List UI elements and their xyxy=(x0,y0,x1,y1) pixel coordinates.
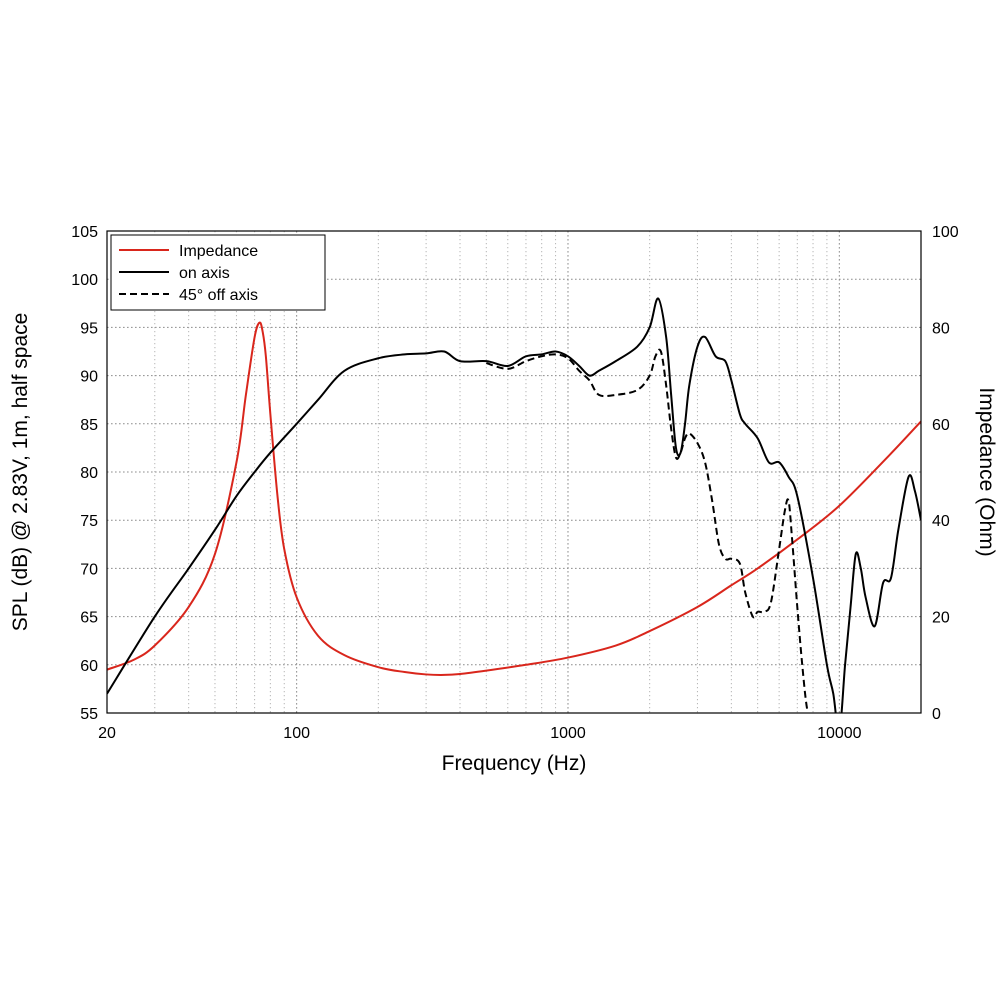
legend-label: 45° off axis xyxy=(179,287,258,304)
y-tick-label: 100 xyxy=(71,272,98,289)
y-axis-title-right: Impedance (Ohm) xyxy=(975,387,998,556)
y2-tick-label: 0 xyxy=(932,706,941,723)
y-tick-label: 85 xyxy=(80,417,98,434)
series-line-45-off-axis xyxy=(486,348,809,713)
y2-tick-label: 100 xyxy=(932,224,959,241)
series-line-on-axis xyxy=(107,297,921,713)
legend: Impedance on axis 45° off axis xyxy=(110,234,326,311)
y2-tick-label: 20 xyxy=(932,610,950,627)
x-tick-label: 10000 xyxy=(817,725,862,742)
y-tick-label: 75 xyxy=(80,513,98,530)
series-line-impedance xyxy=(107,321,921,676)
y2-tick-label: 60 xyxy=(932,417,950,434)
y-axis-title-left: SPL (dB) @ 2.83V, 1m, half space xyxy=(9,313,32,632)
plot-series xyxy=(107,297,921,713)
grid-lines xyxy=(107,231,921,713)
x-tick-label: 100 xyxy=(283,725,310,742)
plot-frame xyxy=(106,230,922,714)
y-tick-label: 80 xyxy=(80,465,98,482)
y-tick-label: 90 xyxy=(80,369,98,386)
legend-label: on axis xyxy=(179,265,230,282)
x-axis-title: Frequency (Hz) xyxy=(442,752,587,775)
y-tick-label: 105 xyxy=(71,224,98,241)
legend-label: Impedance xyxy=(179,243,258,260)
y-tick-label: 60 xyxy=(80,658,98,675)
tick-labels: 20 100 1000 10000 55 60 65 70 75 80 85 90 95 100 105 0 2… xyxy=(71,224,959,742)
y-tick-label: 65 xyxy=(80,610,98,627)
y2-tick-label: 40 xyxy=(932,513,950,530)
x-tick-label: 1000 xyxy=(550,725,586,742)
y-tick-label: 95 xyxy=(80,320,98,337)
x-tick-label: 20 xyxy=(98,725,116,742)
y-tick-label: 70 xyxy=(80,561,98,578)
y-tick-label: 55 xyxy=(80,706,98,723)
y2-tick-label: 80 xyxy=(932,320,950,337)
